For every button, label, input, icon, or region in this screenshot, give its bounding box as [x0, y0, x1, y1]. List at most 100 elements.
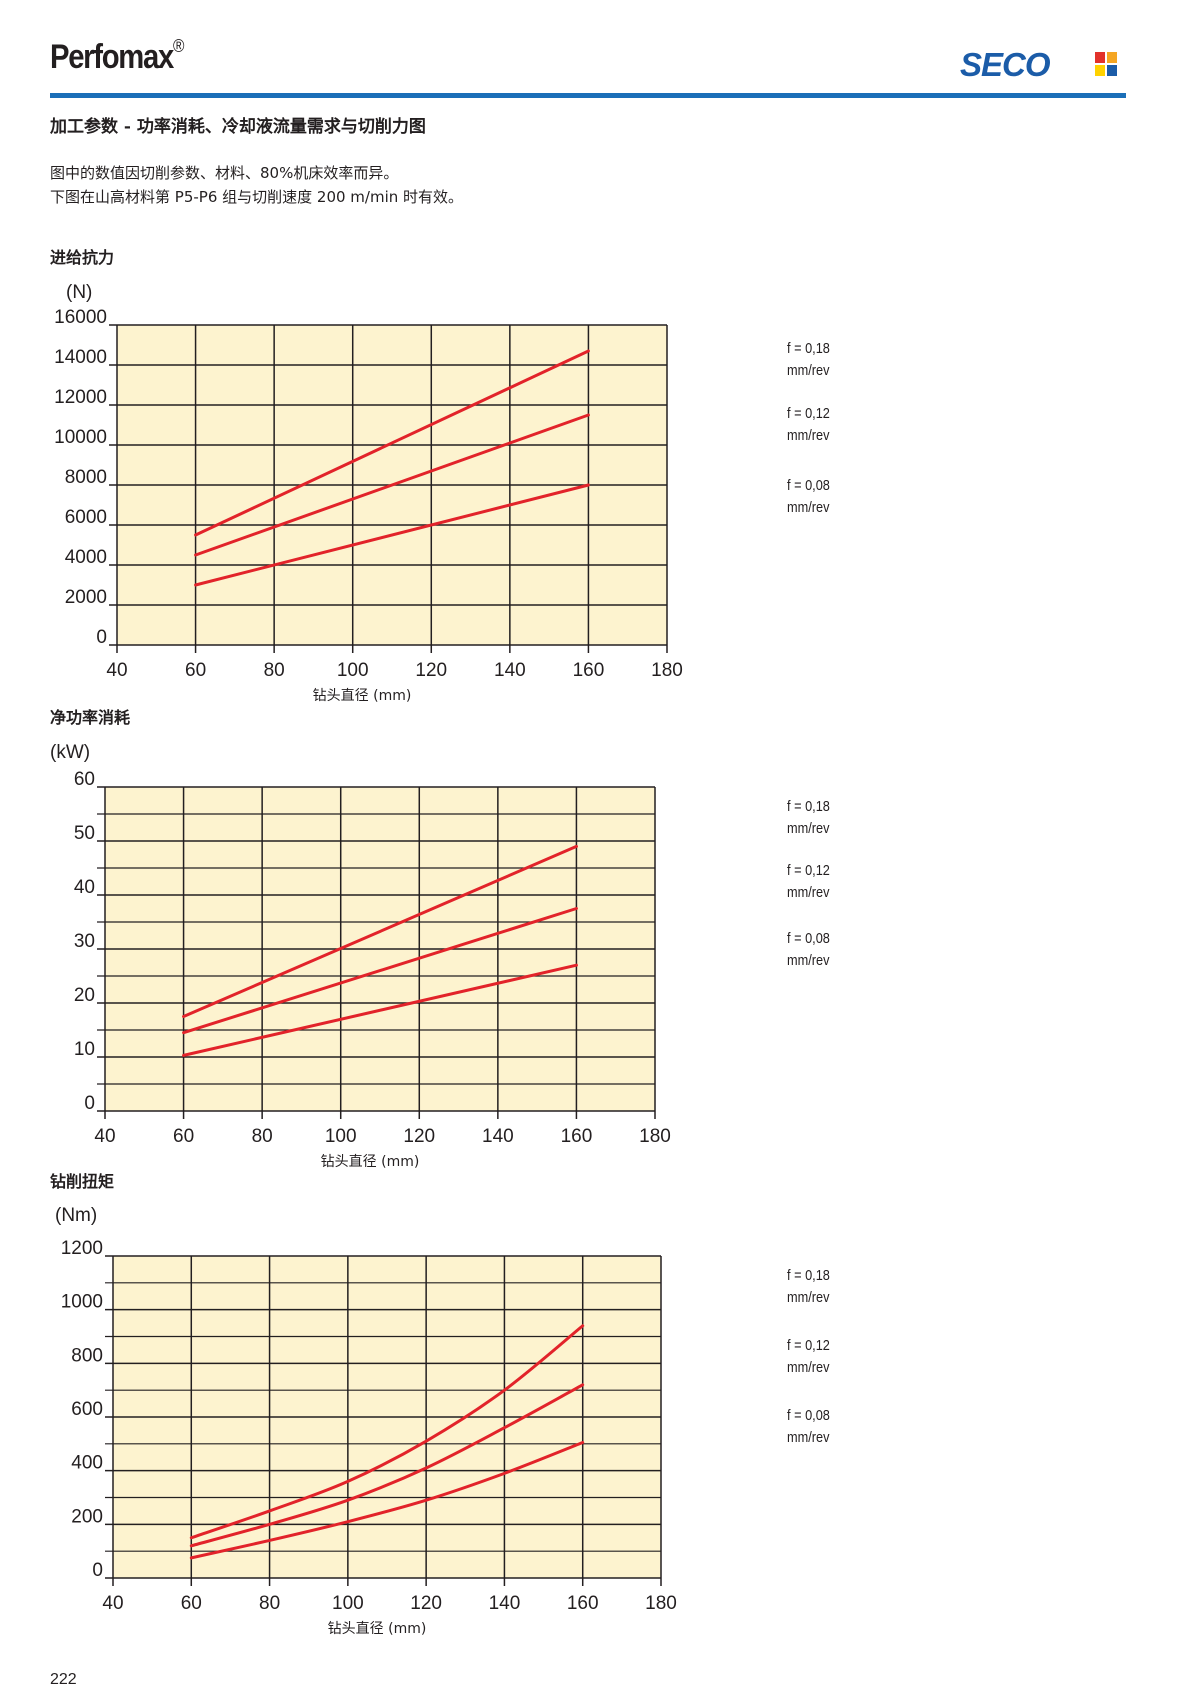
y-tick-label: 800 [71, 1345, 103, 1366]
chart-title-feed-force: 进给抗力 [50, 248, 115, 267]
legend-unit: mm/rev [787, 362, 830, 379]
x-tick-label: 160 [561, 1126, 593, 1147]
series-line [189, 1324, 585, 1540]
y-tick-label: 8000 [65, 467, 107, 488]
y-tick-label: 0 [96, 627, 107, 648]
x-tick-label: 100 [337, 660, 369, 681]
series-line [194, 413, 590, 557]
y-tick-label: 16000 [54, 307, 107, 328]
y-unit-drilling-torque: (Nm) [55, 1205, 98, 1226]
legend-label: f = 0,18 [787, 1267, 830, 1284]
x-tick-label: 140 [494, 660, 526, 681]
y-tick-label: 20 [74, 985, 95, 1006]
intro-line-2: 下图在山高材料第 P5-P6 组与切削速度 200 m/min 时有效。 [50, 188, 464, 206]
x-tick-label: 80 [259, 1593, 280, 1614]
y-tick-label: 60 [74, 769, 95, 790]
legend-label: f = 0,12 [787, 405, 830, 422]
x-tick-label: 140 [482, 1126, 514, 1147]
legend-net-power: f = 0,18 mm/rev f = 0,12 mm/rev f = 0,08… [787, 796, 830, 972]
y-tick-label: 10000 [54, 427, 107, 448]
x-tick-label: 180 [651, 660, 683, 681]
x-tick-label: 180 [639, 1126, 671, 1147]
page-number: 222 [50, 1671, 77, 1688]
x-tick-label: 120 [403, 1126, 435, 1147]
legend-feed-force: f = 0,18 mm/rev f = 0,12 mm/rev f = 0,08… [787, 338, 830, 519]
x-tick-label: 100 [325, 1126, 357, 1147]
legend-label: f = 0,08 [787, 1407, 830, 1424]
brand-name: Perfomax [50, 38, 174, 76]
series-line [189, 1440, 585, 1560]
y-unit-net-power: (kW) [50, 742, 91, 763]
y-tick-label: 14000 [54, 347, 107, 368]
legend-label: f = 0,08 [787, 477, 830, 494]
y-tick-label: 2000 [65, 587, 107, 608]
x-tick-label: 60 [185, 660, 206, 681]
logo-squares-icon [1095, 52, 1117, 76]
legend-unit: mm/rev [787, 1289, 830, 1306]
legend-unit: mm/rev [787, 427, 830, 444]
x-tick-label: 140 [489, 1593, 521, 1614]
series-line [182, 844, 578, 1018]
y-tick-label: 0 [92, 1560, 103, 1581]
x-axis-label: 钻头直径 (mm) [321, 1153, 420, 1170]
legend-unit: mm/rev [787, 1359, 830, 1376]
legend-drilling-torque: f = 0,18 mm/rev f = 0,12 mm/rev f = 0,08… [787, 1265, 830, 1449]
y-tick-label: 400 [71, 1453, 103, 1474]
logo-text: SECO [960, 46, 1051, 83]
legend-label: f = 0,18 [787, 340, 830, 357]
x-tick-label: 60 [173, 1126, 194, 1147]
series-line [182, 963, 578, 1057]
drilling-torque-chart: 0 200 400 600 800 1000 1200 40 60 80 100 120 140 160 1… [61, 1238, 677, 1637]
x-tick-label: 40 [106, 660, 127, 681]
legend-label: f = 0,12 [787, 1337, 830, 1354]
section-title: 加工参数 - 功率消耗、冷却液流量需求与切削力图 [50, 117, 426, 137]
series-line [182, 907, 578, 1035]
chart-title-net-power: 净功率消耗 [50, 708, 131, 727]
header-rule [50, 93, 1126, 98]
x-tick-label: 120 [415, 660, 447, 681]
x-axis-label: 钻头直径 (mm) [328, 1620, 427, 1637]
series-line [194, 483, 590, 587]
x-axis-label: 钻头直径 (mm) [313, 687, 412, 704]
y-tick-label: 0 [84, 1093, 95, 1114]
x-tick-label: 40 [102, 1593, 123, 1614]
legend-label: f = 0,08 [787, 930, 830, 947]
legend-unit: mm/rev [787, 952, 830, 969]
y-tick-label: 6000 [65, 507, 107, 528]
x-tick-label: 100 [332, 1593, 364, 1614]
x-tick-label: 40 [94, 1126, 115, 1147]
x-tick-label: 180 [645, 1593, 677, 1614]
y-tick-label: 200 [71, 1506, 103, 1527]
series-line [194, 349, 590, 537]
x-tick-label: 80 [264, 660, 285, 681]
x-tick-label: 120 [410, 1593, 442, 1614]
legend-unit: mm/rev [787, 499, 830, 516]
legend-unit: mm/rev [787, 820, 830, 837]
y-tick-label: 1000 [61, 1292, 103, 1313]
y-tick-label: 40 [74, 877, 95, 898]
x-tick-label: 60 [181, 1593, 202, 1614]
net-power-chart: 0 10 20 30 40 50 60 40 60 80 100 120 140 160 180 钻头直径 (… [74, 769, 671, 1170]
intro-text: 图中的数值因切削参数、材料、80%机床效率而异。 下图在山高材料第 P5-P6 … [50, 161, 463, 209]
legend-label: f = 0,12 [787, 862, 830, 879]
legend-unit: mm/rev [787, 1429, 830, 1446]
series-line [189, 1383, 585, 1548]
y-tick-label: 30 [74, 931, 95, 952]
y-tick-label: 4000 [65, 547, 107, 568]
y-tick-label: 1200 [61, 1238, 103, 1259]
y-tick-label: 50 [74, 823, 95, 844]
intro-line-1: 图中的数值因切削参数、材料、80%机床效率而异。 [50, 164, 399, 182]
brand-title: Perfomax® [50, 36, 185, 77]
legend-unit: mm/rev [787, 884, 830, 901]
registered-mark: ® [172, 36, 185, 56]
seco-logo: SECO [960, 46, 1124, 83]
x-tick-label: 80 [252, 1126, 273, 1147]
y-unit-feed-force: (N) [66, 282, 93, 303]
legend-label: f = 0,18 [787, 798, 830, 815]
x-tick-label: 160 [573, 660, 605, 681]
chart-title-drilling-torque: 钻削扭矩 [50, 1172, 115, 1191]
feed-force-chart: 0 2000 4000 6000 8000 10000 12000 14000 16000 40 6… [54, 307, 683, 704]
y-tick-label: 12000 [54, 387, 107, 408]
y-tick-label: 10 [74, 1039, 95, 1060]
y-tick-label: 600 [71, 1399, 103, 1420]
